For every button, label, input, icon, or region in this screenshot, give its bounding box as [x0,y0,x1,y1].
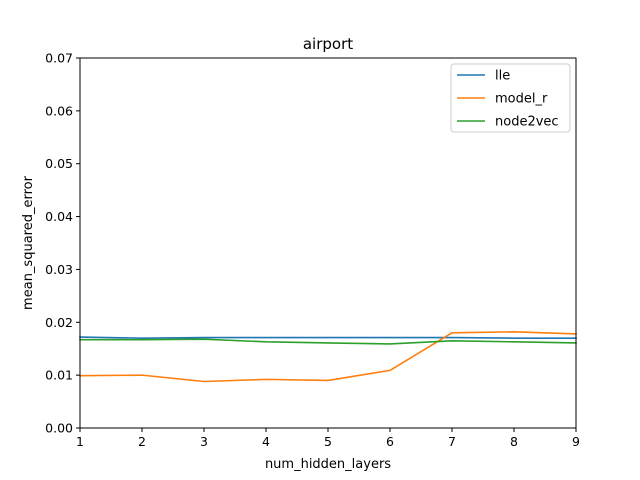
x-tick-label: 2 [138,434,146,449]
x-axis-label: num_hidden_layers [265,457,391,472]
series-line-model-r [79,330,577,383]
legend-label: lle [495,69,510,84]
y-tick-label: 0.05 [45,156,73,171]
x-tick-label: 5 [324,434,332,449]
x-axis-ticks: 1 2 3 4 5 6 7 8 9 [76,428,580,449]
series-layer [79,330,577,383]
y-tick-label: 0.02 [45,315,73,330]
y-axis-label: mean_squared_error [21,175,36,310]
x-tick-label: 7 [448,434,456,449]
legend-label: model_r [495,92,548,107]
x-tick-label: 4 [262,434,270,449]
chart-title: airport [303,35,353,53]
x-tick-label: 9 [572,434,580,449]
y-tick-label: 0.07 [45,51,73,66]
y-axis-ticks: 0.00 0.01 0.02 0.03 0.04 0.05 0.06 0.07 [45,51,80,436]
x-tick-label: 6 [386,434,394,449]
legend-box [450,63,571,133]
legend-label: node2vec [495,115,559,130]
y-tick-label: 0.04 [45,209,73,224]
x-tick-label: 8 [510,434,518,449]
series-line-lle [79,336,577,339]
y-tick-label: 0.06 [45,103,73,118]
y-tick-label: 0.01 [45,368,73,383]
y-tick-label: 0.03 [45,262,73,277]
legend: lle model_r node2vec [450,63,571,133]
y-tick-label: 0.00 [45,421,73,436]
x-tick-label: 3 [200,434,208,449]
series-line-node2vec [79,338,577,345]
x-tick-label: 1 [76,434,84,449]
